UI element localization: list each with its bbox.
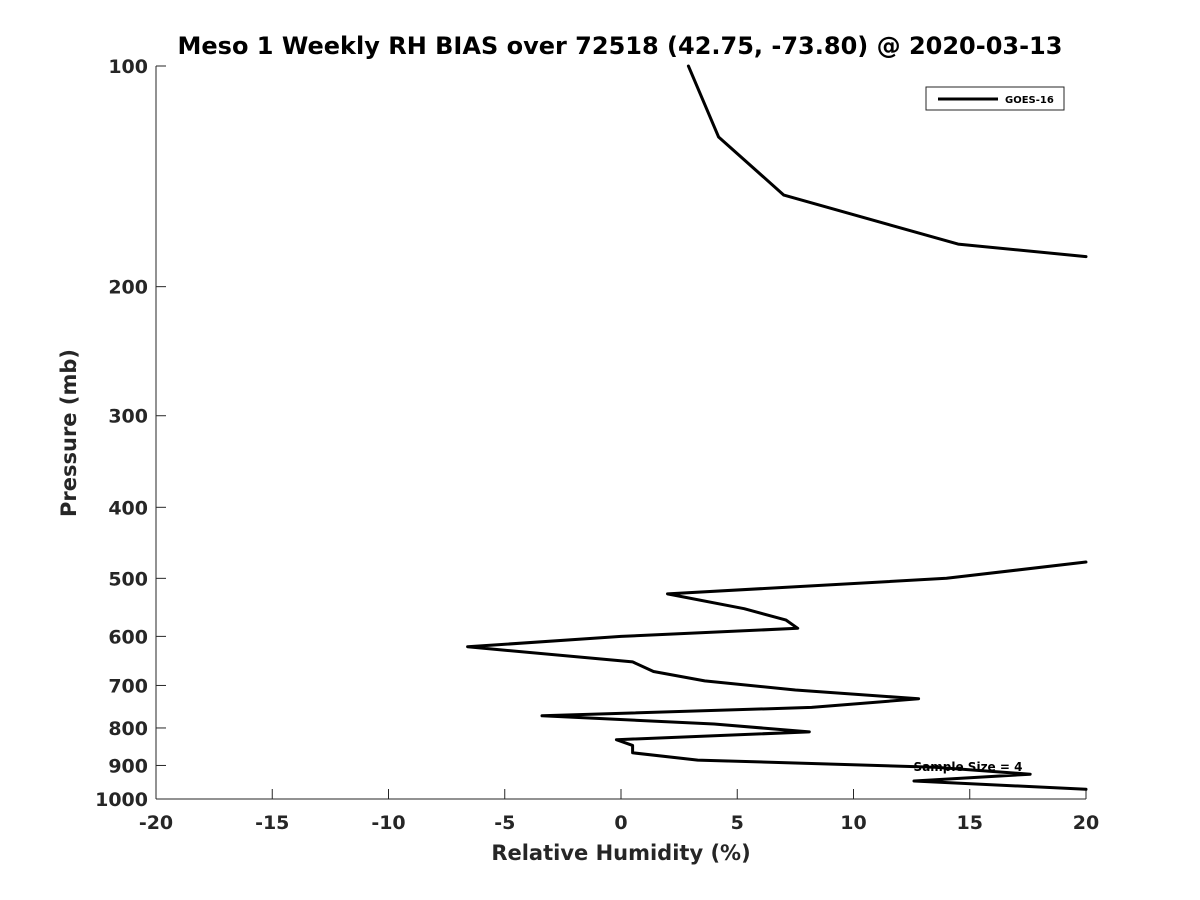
x-tick-label: -10	[371, 812, 405, 834]
plot-area: -20 -15 -10 -5 0 5 10 15 20 100 200 300 400 500 600 70…	[95, 56, 1099, 834]
y-tick-label: 300	[108, 406, 148, 428]
y-tick-label: 600	[108, 626, 148, 648]
y-axis-label: Pressure (mb)	[57, 349, 81, 517]
chart-title: Meso 1 Weekly RH BIAS over 72518 (42.75,…	[178, 32, 1063, 60]
legend-entry-goes-16: GOES-16	[1005, 95, 1054, 106]
x-tick-label: -15	[255, 812, 289, 834]
x-axis-label: Relative Humidity (%)	[491, 841, 750, 865]
y-tick-label: 1000	[95, 789, 148, 811]
legend: GOES-16	[925, 86, 1065, 111]
y-tick-label: 100	[108, 56, 148, 78]
x-tick-label: 0	[614, 812, 627, 834]
sample-size-annotation: Sample Size = 4	[914, 760, 1023, 774]
y-tick-label: 800	[108, 718, 148, 740]
series-layer	[466, 64, 1088, 791]
x-tick-label: -5	[494, 812, 515, 834]
x-tick-label: 15	[957, 812, 983, 834]
x-tick-label: -20	[139, 812, 173, 834]
x-axis-ticks: -20 -15 -10 -5 0 5 10 15 20	[139, 789, 1099, 834]
y-tick-label: 400	[108, 497, 148, 519]
y-tick-label: 500	[108, 568, 148, 590]
y-tick-label: 900	[108, 755, 148, 777]
y-tick-label: 700	[108, 675, 148, 697]
y-tick-label: 200	[108, 277, 148, 299]
x-tick-label: 5	[731, 812, 744, 834]
x-tick-label: 20	[1073, 812, 1099, 834]
x-tick-label: 10	[840, 812, 866, 834]
y-axis-ticks: 100 200 300 400 500 600 700 800 900 1000	[95, 56, 166, 811]
